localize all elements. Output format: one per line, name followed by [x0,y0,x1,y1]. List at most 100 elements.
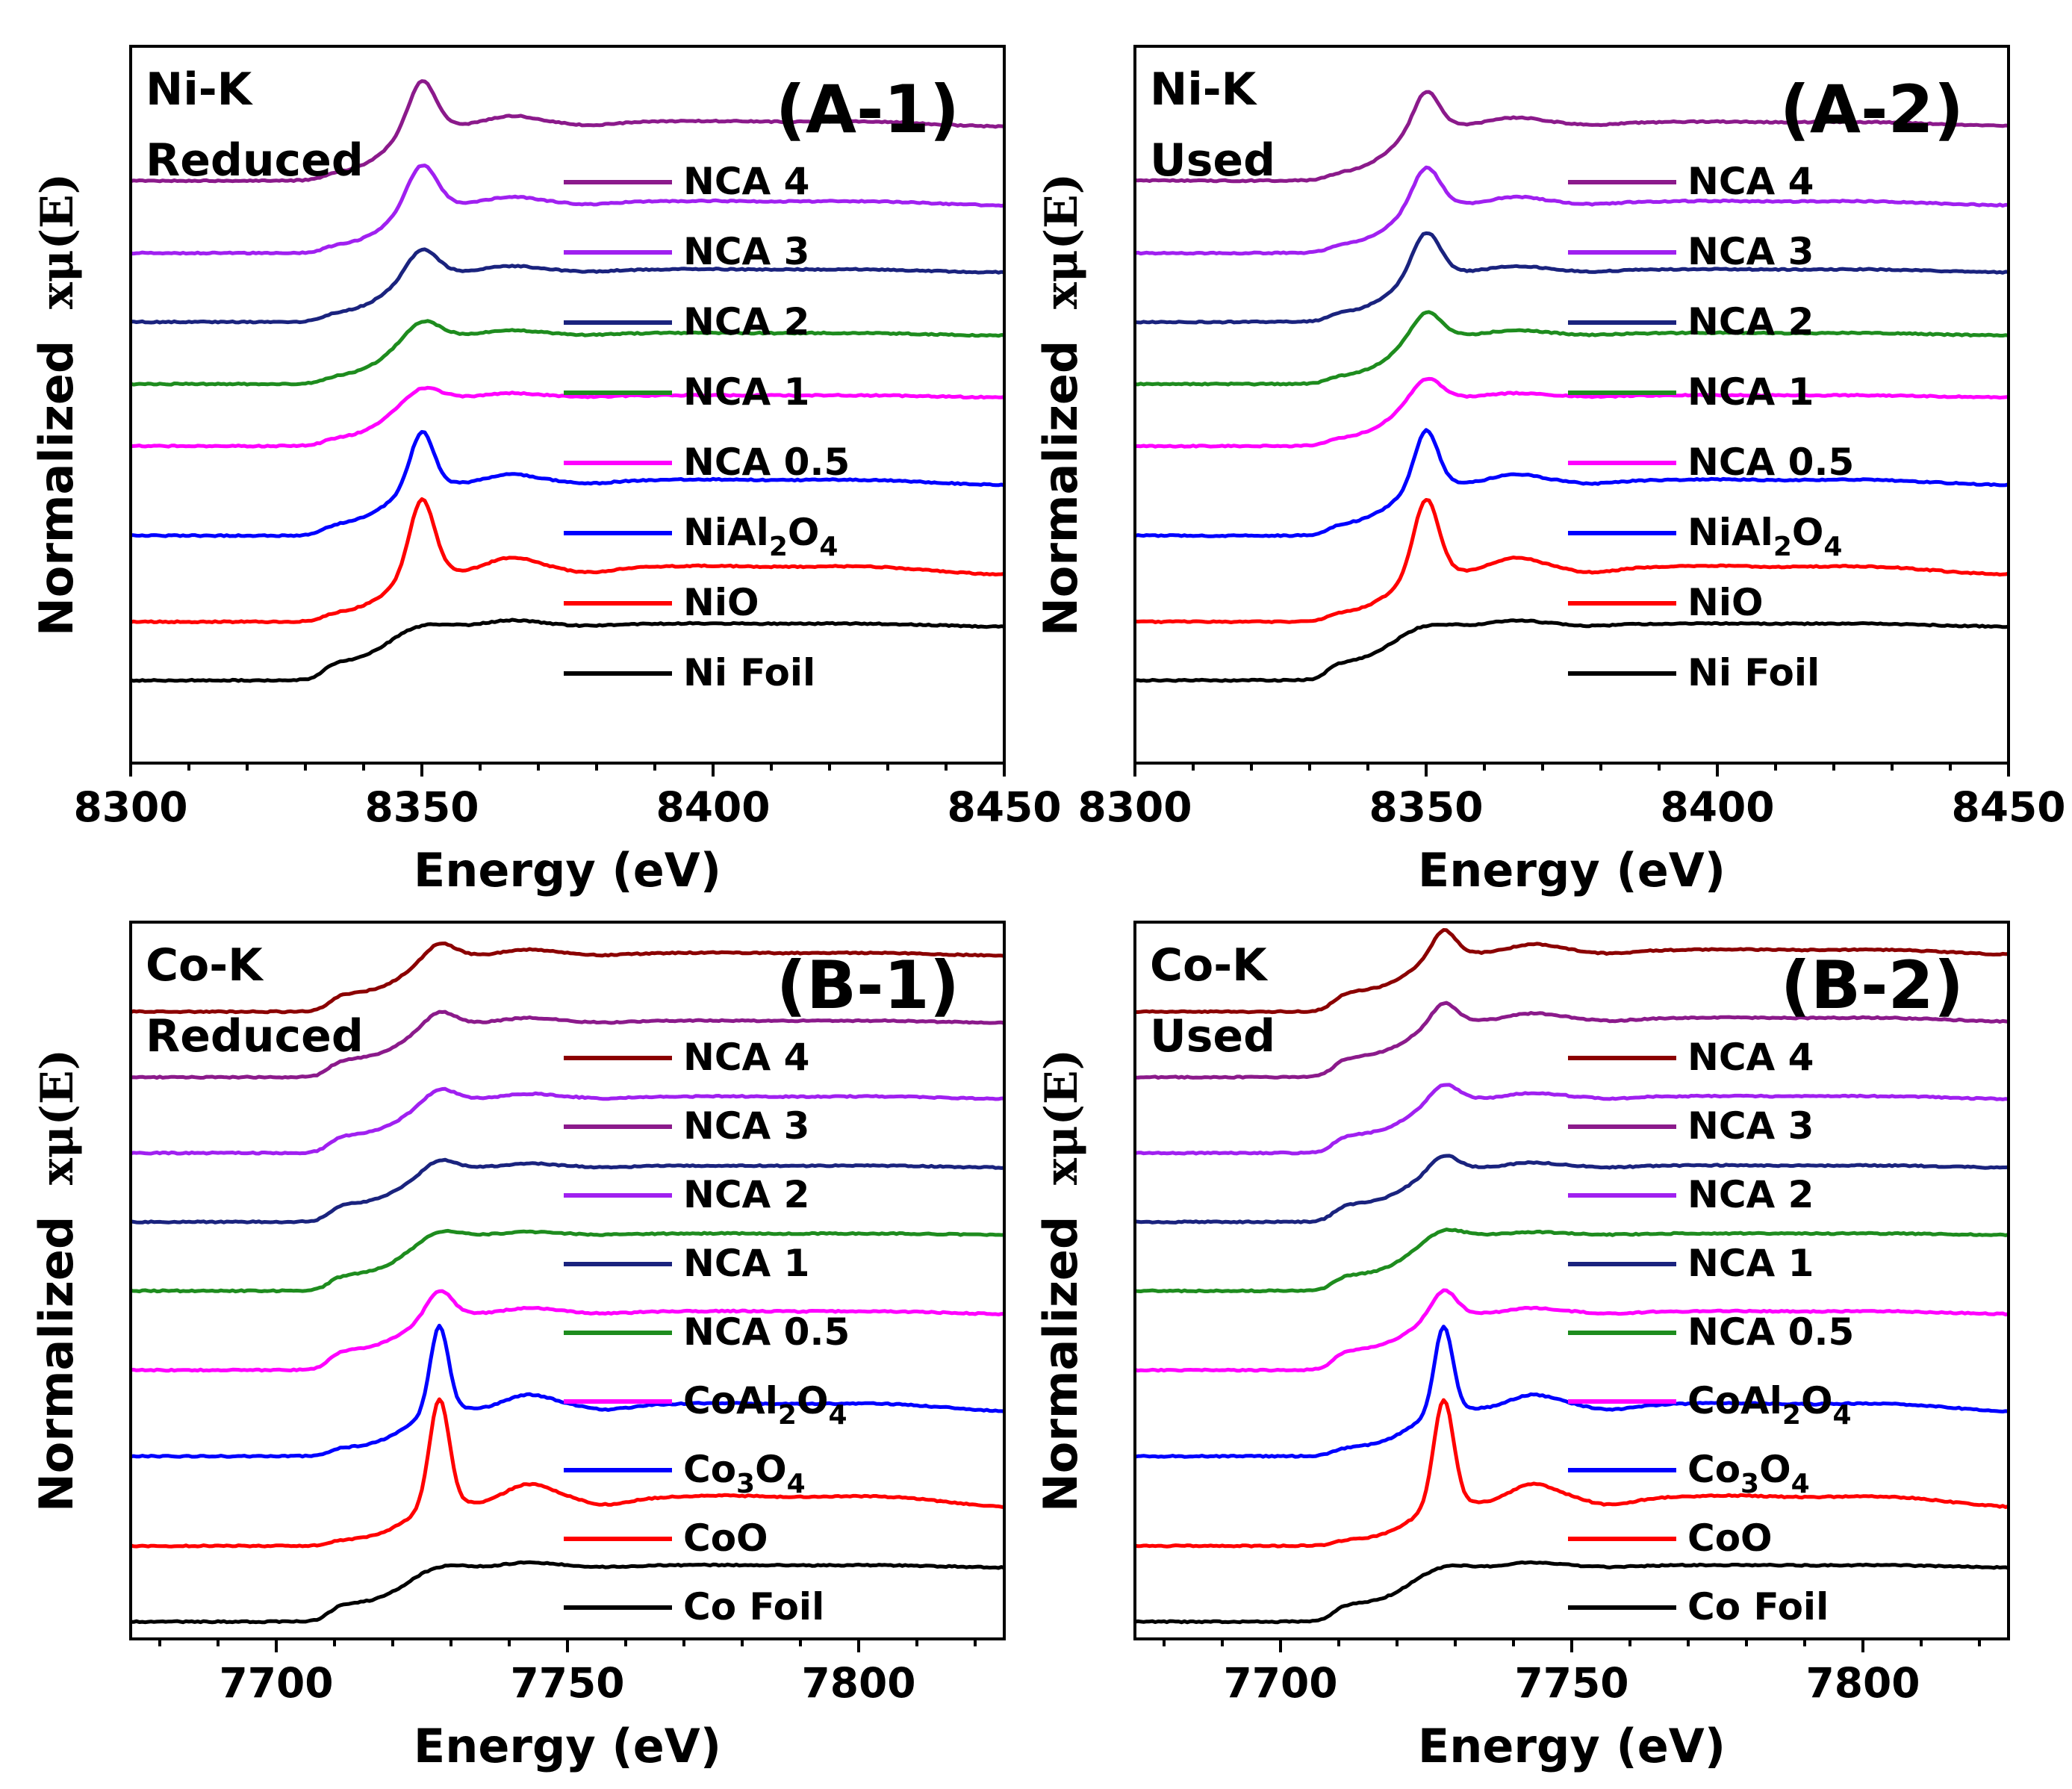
x-tick-label: 8350 [1369,783,1483,831]
edge-label: Co-K [146,939,264,992]
series-line-coo [131,1397,1004,1549]
legend: NCA 4 NCA 3 NCA 2 NCA 1 NCA 0.5 CoAl2​O4​ Co3​… [564,1036,850,1628]
legend-entry: Co Foil [683,1585,824,1628]
panel-B1: 7700 7750 7800 Energy (eV) Normalized xμ(E) C… [29,921,1006,1773]
series-line-nca-4 [131,942,1004,1015]
legend-entry: NCA 4 [683,1036,809,1079]
series-line-nca-1 [131,1157,1004,1225]
x-tick-label: 8450 [947,783,1061,831]
legend-entry: Ni Foil [683,651,815,694]
legend-entry: Co3​O4​ [683,1448,806,1499]
legend-entry: Co3​O4​ [1687,1448,1810,1499]
x-tick-label: 7700 [1223,1659,1337,1707]
legend-entry: CoAl2​O4​ [1687,1379,1852,1431]
x-tick-label: 8300 [1077,783,1192,831]
legend-entry: NCA 4 [1687,160,1814,203]
legend-entry: NCA 2 [1687,300,1814,343]
x-tick-label: 8400 [1660,783,1774,831]
series-line-coo [1135,1398,2009,1549]
plot-frame [1133,45,2010,765]
edge-label: Ni-K [146,63,254,116]
y-axis-label: Normalized xμ(E) [29,1049,84,1512]
x-axis-label: Energy (eV) [414,1719,721,1773]
legend-entry: NCA 3 [683,1104,809,1148]
series-line-coal2o4 [131,1289,1004,1373]
series-line-nca-4 [131,79,1004,184]
series-line-ni-foil [1135,618,2009,683]
y-axis-label: Normalized xμ(E) [1033,1049,1088,1512]
plot-frame [129,45,1006,765]
x-tick-label: 7750 [1514,1659,1628,1707]
legend-entry: NCA 3 [1687,1104,1814,1148]
series-line-nial2o4 [131,429,1004,538]
legend: NCA 4 NCA 3 NCA 2 NCA 1 NCA 0.5 NiAl2​O4​ NiO N… [564,160,850,694]
series-line-nca-0-5 [1135,1228,2009,1294]
series-line-nca-4 [1135,90,2009,184]
series-line-nca-2 [131,247,1004,325]
legend-entry: NiO [1687,581,1764,624]
series-line-nca-1 [131,319,1004,387]
legend-entry: NCA 2 [1687,1173,1814,1216]
series-line-nio [131,497,1004,624]
legend: NCA 4 NCA 3 NCA 2 NCA 1 NCA 0.5 CoAl2​O4​ Co3​… [1568,1036,1854,1628]
legend-entry: NiAl2​O4​ [1687,511,1842,562]
series-line-nial2o4 [1135,428,2009,538]
x-axis-label: Energy (eV) [1418,1719,1726,1773]
x-tick-label: 8350 [364,783,479,831]
x-tick-label: 7700 [219,1659,333,1707]
series-line-ni-foil [131,617,1004,683]
y-axis-label: Normalized xμ(E) [29,173,84,636]
legend-entry: NCA 3 [683,230,809,273]
x-tick-label: 7800 [1805,1659,1920,1707]
legend-entry: NCA 2 [683,300,809,343]
panel-tag: (A-1) [776,71,959,148]
series-line-nio [1135,498,2009,624]
series-line-coal2o4 [1135,1288,2009,1373]
series-line-nca-2 [1135,1083,2009,1156]
legend-entry: Co Foil [1687,1585,1829,1628]
series-line-co-foil [131,1560,1004,1625]
edge-label: Ni-K [1150,63,1258,116]
series-line-nca-3 [1135,1001,2009,1080]
legend-entry: NCA 0.5 [1687,441,1854,484]
legend: NCA 4 NCA 3 NCA 2 NCA 1 NCA 0.5 NiAl2​O4​ NiO N… [1568,160,1854,694]
legend-entry: NiAl2​O4​ [683,511,838,562]
series-line-nca-3 [131,164,1004,256]
legend-entry: NCA 1 [1687,370,1814,414]
legend-entry: NCA 0.5 [683,441,850,484]
panel-A1: 8300 8350 8400 8450 Energy (eV) Normalized xμ… [29,45,1062,897]
condition-label: Reduced [146,134,364,187]
series-line-nca-3 [131,1009,1004,1080]
panel-B2: 7700 7750 7800 Energy (eV) Normalized xμ(E) C… [1033,921,2010,1773]
y-axis-label: Normalized xμ(E) [1033,173,1088,636]
x-axis-label: Energy (eV) [414,843,721,897]
condition-label: Used [1150,134,1275,187]
legend-entry: NCA 2 [683,1173,809,1216]
panel-tag: (B-1) [777,947,959,1024]
x-axis-label: Energy (eV) [1418,843,1726,897]
legend-entry: NCA 1 [683,1242,809,1285]
legend-entry: CoAl2​O4​ [683,1379,847,1431]
series-lines [1135,90,2009,683]
x-tick-label: 8450 [1951,783,2065,831]
legend-entry: NCA 4 [683,160,809,203]
series-line-nca-1 [1135,310,2009,387]
legend-entry: NCA 0.5 [683,1310,850,1354]
legend-entry: Ni Foil [1687,651,1820,694]
panel-tag: (B-2) [1781,947,1964,1024]
series-line-co3o4 [131,1323,1004,1459]
condition-label: Reduced [146,1010,364,1062]
series-line-nca-2 [1135,231,2009,325]
legend-entry: NCA 3 [1687,230,1814,273]
legend-entry: NiO [683,581,759,624]
condition-label: Used [1150,1010,1275,1062]
legend-entry: CoO [683,1516,768,1560]
series-line-nca-0-5 [1135,376,2009,449]
series-line-nca-1 [1135,1154,2009,1225]
x-tick-label: 7750 [510,1659,624,1707]
series-lines [131,79,1004,683]
series-line-nca-0-5 [131,1228,1004,1294]
series-line-nca-4 [1135,928,2009,1015]
legend-entry: NCA 1 [683,370,809,414]
